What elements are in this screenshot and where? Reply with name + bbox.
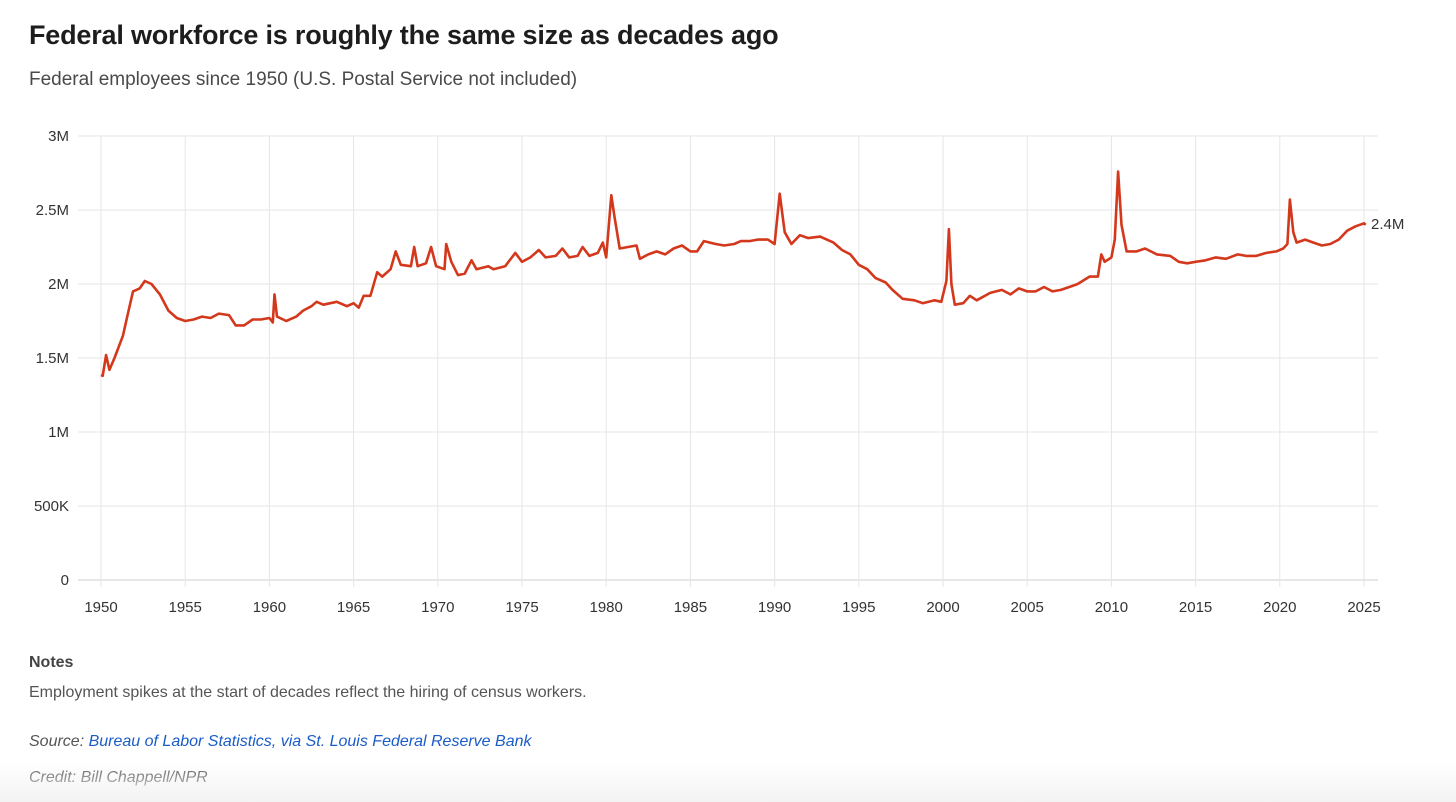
x-tick-label: 1975	[505, 599, 538, 616]
y-tick-label: 500K	[34, 498, 69, 515]
series-line-federal-employees	[100, 170, 1367, 378]
y-tick-label: 2M	[48, 276, 69, 293]
y-tick-label: 1M	[48, 424, 69, 441]
x-tick-label: 1995	[842, 599, 875, 616]
y-tick-label: 0	[61, 572, 69, 589]
x-tick-label: 2020	[1263, 599, 1296, 616]
source-link[interactable]: Bureau of Labor Statistics, via St. Loui…	[88, 733, 532, 750]
x-tick-label: 1970	[421, 599, 454, 616]
source-line: Source: Bureau of Labor Statistics, via …	[29, 733, 531, 751]
x-tick-label: 1955	[169, 599, 202, 616]
x-tick-label: 2025	[1347, 599, 1380, 616]
notes-heading: Notes	[29, 654, 74, 671]
chart-subtitle: Federal employees since 1950 (U.S. Posta…	[29, 69, 578, 90]
x-tick-label: 1950	[84, 599, 117, 616]
chart-title: Federal workforce is roughly the same si…	[29, 20, 779, 50]
x-axis: 1950 1955 1960 1965 1970 1975 1980 1985 1990 1995…	[84, 599, 1380, 616]
x-tick-label: 2010	[1095, 599, 1128, 616]
credit-line: Credit: Bill Chappell/NPR	[29, 769, 208, 786]
y-tick-label: 2.5M	[36, 202, 69, 219]
y-axis: 0 500K 1M 1.5M 2M 2.5M 3M	[34, 128, 69, 589]
x-tick-label: 1985	[674, 599, 707, 616]
x-tick-label: 2005	[1011, 599, 1044, 616]
x-tick-label: 2015	[1179, 599, 1212, 616]
y-tick-label: 1.5M	[36, 350, 69, 367]
grid	[78, 135, 1378, 587]
notes-text: Employment spikes at the start of decade…	[29, 684, 587, 701]
x-tick-label: 1960	[253, 599, 286, 616]
x-tick-label: 1990	[758, 599, 791, 616]
bottom-fade	[0, 762, 1456, 802]
source-label: Source:	[29, 733, 85, 750]
x-tick-label: 1980	[590, 599, 623, 616]
end-value-label: 2.4M	[1371, 216, 1404, 233]
line-chart: 0 500K 1M 1.5M 2M 2.5M 3M 1950 1955 1960 1965 1970…	[34, 128, 1404, 616]
x-tick-label: 2000	[926, 599, 959, 616]
x-tick-label: 1965	[337, 599, 370, 616]
y-tick-label: 3M	[48, 128, 69, 145]
